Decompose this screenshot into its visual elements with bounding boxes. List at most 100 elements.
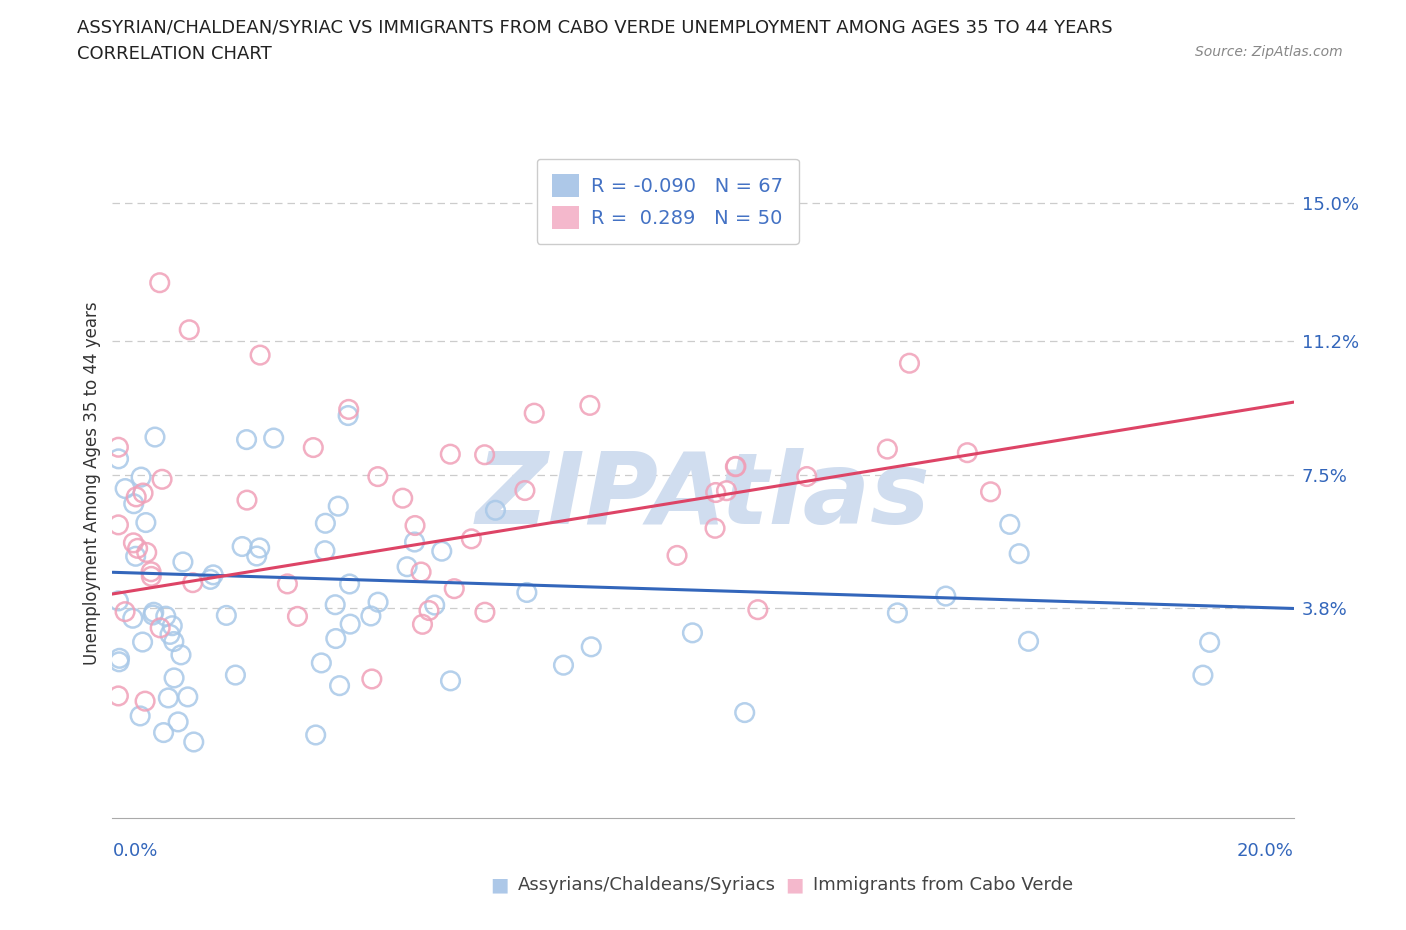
Point xyxy=(170,647,193,662)
Point xyxy=(1008,546,1031,561)
Point xyxy=(224,668,246,683)
Point xyxy=(411,617,433,631)
Point xyxy=(367,595,389,610)
Point xyxy=(246,549,269,564)
Point xyxy=(149,275,172,290)
Point xyxy=(107,688,129,703)
Point xyxy=(998,517,1021,532)
Point xyxy=(724,458,747,473)
Point xyxy=(329,678,352,693)
Point xyxy=(796,469,818,484)
Point xyxy=(143,430,166,445)
Point xyxy=(666,548,689,563)
Point xyxy=(122,497,145,512)
Point xyxy=(302,440,325,455)
Point xyxy=(108,655,131,670)
Point xyxy=(484,503,506,518)
Point xyxy=(142,607,165,622)
Point xyxy=(579,398,602,413)
Point xyxy=(127,541,149,556)
Point xyxy=(235,432,257,447)
Point xyxy=(898,356,921,371)
Point xyxy=(391,491,413,506)
Point xyxy=(311,656,333,671)
Text: 0.0%: 0.0% xyxy=(112,842,157,859)
Point xyxy=(367,469,389,484)
Point xyxy=(114,481,136,496)
Point xyxy=(181,576,204,591)
Point xyxy=(162,618,184,633)
Point xyxy=(704,485,727,500)
Point xyxy=(523,405,546,420)
Point xyxy=(886,605,908,620)
Point xyxy=(314,543,336,558)
Point xyxy=(956,445,979,460)
Point xyxy=(474,604,496,619)
Point xyxy=(122,536,145,551)
Point xyxy=(876,442,898,457)
Point xyxy=(177,689,200,704)
Point xyxy=(129,709,152,724)
Point xyxy=(328,498,350,513)
Point xyxy=(439,673,461,688)
Point xyxy=(121,611,143,626)
Point xyxy=(337,402,360,417)
Point xyxy=(339,617,361,631)
Point xyxy=(516,585,538,600)
Point xyxy=(163,671,186,685)
Point xyxy=(107,517,129,532)
Point xyxy=(396,559,419,574)
Text: Source: ZipAtlas.com: Source: ZipAtlas.com xyxy=(1195,45,1343,59)
Text: Immigrants from Cabo Verde: Immigrants from Cabo Verde xyxy=(813,876,1073,895)
Point xyxy=(337,408,360,423)
Text: 20.0%: 20.0% xyxy=(1237,842,1294,859)
Text: ■: ■ xyxy=(489,876,509,895)
Point xyxy=(183,735,205,750)
Point xyxy=(139,565,162,579)
Text: Assyrians/Chaldeans/Syriacs: Assyrians/Chaldeans/Syriacs xyxy=(517,876,775,895)
Point xyxy=(339,577,361,591)
Y-axis label: Unemployment Among Ages 35 to 44 years: Unemployment Among Ages 35 to 44 years xyxy=(83,302,101,665)
Point xyxy=(724,459,747,474)
Point xyxy=(704,521,727,536)
Point xyxy=(935,589,957,604)
Point xyxy=(249,540,271,555)
Text: ASSYRIAN/CHALDEAN/SYRIAC VS IMMIGRANTS FROM CABO VERDE UNEMPLOYMENT AMONG AGES 3: ASSYRIAN/CHALDEAN/SYRIAC VS IMMIGRANTS F… xyxy=(77,19,1114,36)
Point xyxy=(360,608,382,623)
Point xyxy=(443,581,465,596)
Point xyxy=(236,493,259,508)
Text: ■: ■ xyxy=(785,876,804,895)
Point xyxy=(513,483,536,498)
Point xyxy=(734,705,756,720)
Point xyxy=(132,485,155,500)
Point xyxy=(108,651,131,666)
Point xyxy=(157,690,180,705)
Point xyxy=(418,603,440,618)
Point xyxy=(202,567,225,582)
Point xyxy=(142,604,165,619)
Point xyxy=(263,431,285,445)
Point xyxy=(134,694,156,709)
Point xyxy=(276,577,298,591)
Point xyxy=(581,640,603,655)
Point xyxy=(152,725,174,740)
Point xyxy=(163,634,186,649)
Point xyxy=(141,569,163,584)
Point xyxy=(287,609,309,624)
Point xyxy=(409,565,432,579)
Text: ZIPAtlas: ZIPAtlas xyxy=(475,448,931,546)
Point xyxy=(131,634,153,649)
Point xyxy=(129,470,152,485)
Point xyxy=(360,671,382,686)
Point xyxy=(150,472,173,486)
Point xyxy=(423,598,446,613)
Point xyxy=(314,516,336,531)
Point xyxy=(1192,668,1215,683)
Point xyxy=(107,440,129,455)
Point xyxy=(553,658,575,672)
Point xyxy=(200,572,222,587)
Point xyxy=(1198,635,1220,650)
Point xyxy=(474,447,496,462)
Point xyxy=(179,323,201,338)
Point xyxy=(404,518,426,533)
